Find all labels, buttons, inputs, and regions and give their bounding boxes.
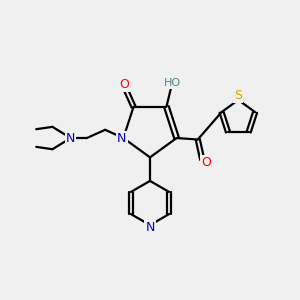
Text: N: N: [145, 221, 155, 234]
Text: O: O: [201, 156, 211, 169]
Text: N: N: [66, 131, 75, 145]
Text: N: N: [117, 131, 127, 145]
Text: S: S: [234, 89, 242, 102]
Text: HO: HO: [164, 78, 181, 88]
Text: O: O: [119, 78, 129, 91]
